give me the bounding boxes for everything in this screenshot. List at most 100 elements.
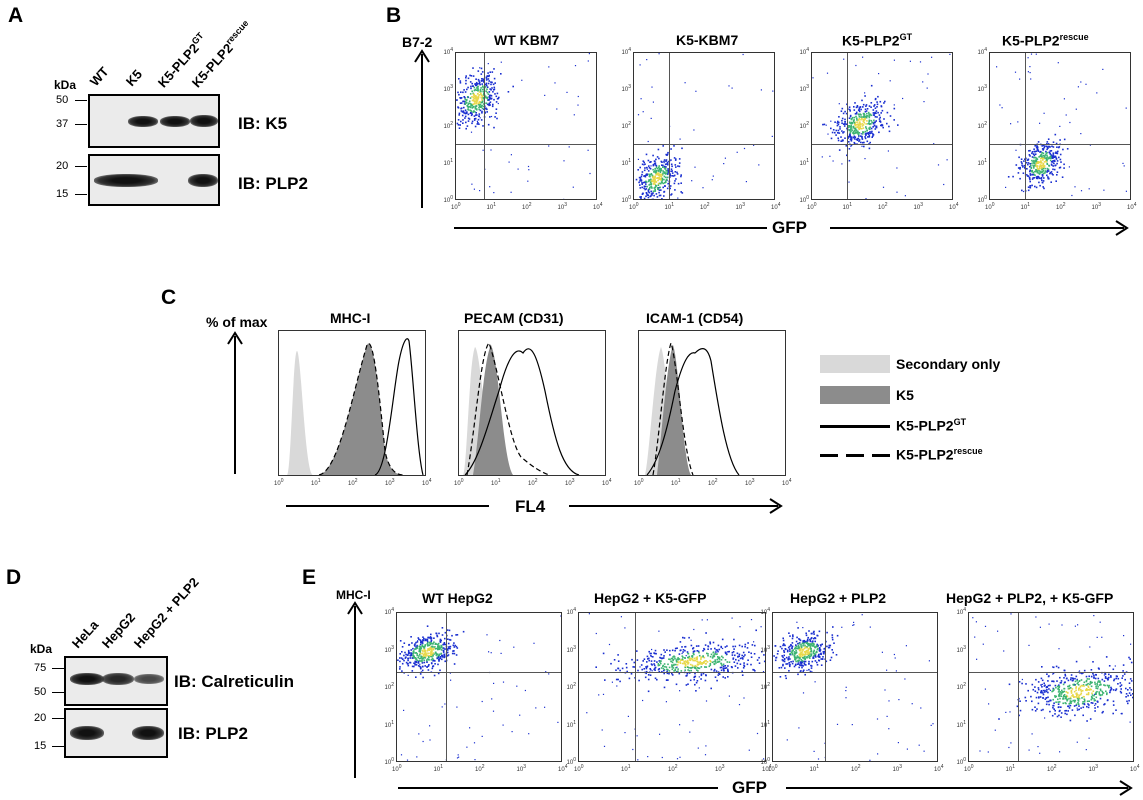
scatter-dot (721, 664, 723, 667)
scatter-dot (443, 654, 446, 657)
scatter-dot (1042, 144, 1045, 147)
y-tick-label: 102 (384, 682, 394, 691)
y-tick-label: 101 (443, 158, 453, 167)
scatter-dot (1027, 162, 1030, 164)
scatter-dot (1101, 690, 1104, 693)
scatter-dot (681, 662, 684, 665)
scatter-dot (861, 138, 864, 140)
scatter-dot (663, 663, 666, 665)
scatter-dot (682, 649, 685, 651)
scatter-dot (1058, 701, 1061, 703)
scatter-dot (870, 114, 873, 117)
scatter-dot (702, 650, 704, 652)
scatter-dot (1046, 154, 1048, 157)
scatter-dot (651, 176, 654, 179)
scatter-dot (1038, 176, 1040, 179)
scatter-dot (724, 157, 726, 159)
scatter-dot (656, 167, 659, 170)
scatter-dot (459, 124, 461, 126)
scatter-dot (806, 651, 808, 654)
scatter-dot (808, 644, 811, 646)
scatter-dot (864, 158, 866, 160)
scatter-dot (897, 124, 899, 126)
scatter-dot (841, 626, 843, 628)
scatter-dot (651, 656, 653, 658)
scatter-dot (642, 160, 645, 162)
scatter-dot (1119, 690, 1122, 693)
scatter-dot (480, 92, 482, 95)
scatter-dot (721, 638, 724, 641)
scatter-dot (666, 679, 668, 681)
scatter-dot (853, 129, 856, 132)
scatter-dot (667, 182, 669, 185)
scatter-dot (448, 629, 451, 632)
scatter-dot (648, 650, 650, 653)
scatter-dot (726, 653, 728, 655)
scatter-dot (873, 105, 875, 107)
scatter-dot (800, 647, 803, 649)
scatter-dot (640, 196, 642, 198)
scatter-dot (680, 191, 682, 193)
scatter-dot (462, 100, 464, 103)
scatter-dot (806, 641, 808, 643)
scatter-dot (475, 114, 477, 116)
scatter-dot (657, 177, 660, 179)
scatter-dot (1031, 151, 1034, 153)
scatter-dot (666, 176, 669, 179)
scatter-dot (860, 108, 862, 111)
scatter-dot (666, 668, 668, 671)
scatter-dot (1060, 693, 1063, 695)
scatter-dot (780, 666, 783, 669)
scatter-dot (658, 176, 661, 179)
scatter-dot (865, 123, 867, 125)
scatter-dot (1040, 691, 1042, 694)
scatter-dot (457, 119, 460, 121)
scatter-dot (853, 109, 856, 111)
scatter-dot (923, 101, 925, 103)
scatter-dot (418, 645, 421, 648)
scatter-dot (718, 656, 721, 659)
scatter-dot (1098, 693, 1101, 696)
scatter-dot (1080, 679, 1083, 681)
scatter-dot (859, 135, 862, 137)
scatter-dot (1122, 664, 1125, 666)
scatter-dot (806, 669, 808, 671)
scatter-dot (435, 653, 438, 655)
scatter-dot (888, 700, 890, 702)
scatter-dot (494, 116, 496, 118)
scatter-dot (838, 149, 841, 151)
scatter-dot (488, 75, 490, 78)
scatter-dot (418, 638, 420, 641)
scatter-dot (414, 660, 416, 663)
scatter-dot (674, 669, 677, 672)
scatter-dot (493, 88, 496, 91)
scatter-dot (793, 665, 796, 668)
scatter-dot (702, 187, 704, 189)
scatter-dot (443, 653, 445, 656)
scatter-dot (717, 656, 719, 658)
scatter-dot (889, 115, 892, 117)
scatter-dot (831, 131, 834, 134)
scatter-dot (485, 82, 488, 85)
scatter-dot (465, 75, 467, 77)
y-tick-label: 103 (760, 644, 770, 654)
scatter-dot (1077, 700, 1080, 702)
scatter-dot (468, 105, 471, 108)
scatter-dot (655, 193, 658, 195)
scatter-dot (636, 735, 638, 737)
scatter-dot (475, 101, 478, 104)
scatter-dot (476, 86, 479, 89)
scatter-dot (1045, 150, 1047, 153)
scatter-dot (658, 664, 661, 666)
scatter-dot (1042, 162, 1045, 165)
scatter-dot (694, 166, 696, 168)
scatter-dot (645, 180, 647, 183)
scatter-dot (483, 92, 485, 95)
scatter-dot (1063, 669, 1066, 672)
scatter-dot (654, 666, 657, 669)
scatter-dot (868, 115, 871, 117)
scatter-dot (1031, 159, 1033, 162)
scatter-dot (1034, 170, 1036, 173)
scatter-dot (1096, 684, 1099, 686)
scatter-dot (650, 193, 653, 195)
